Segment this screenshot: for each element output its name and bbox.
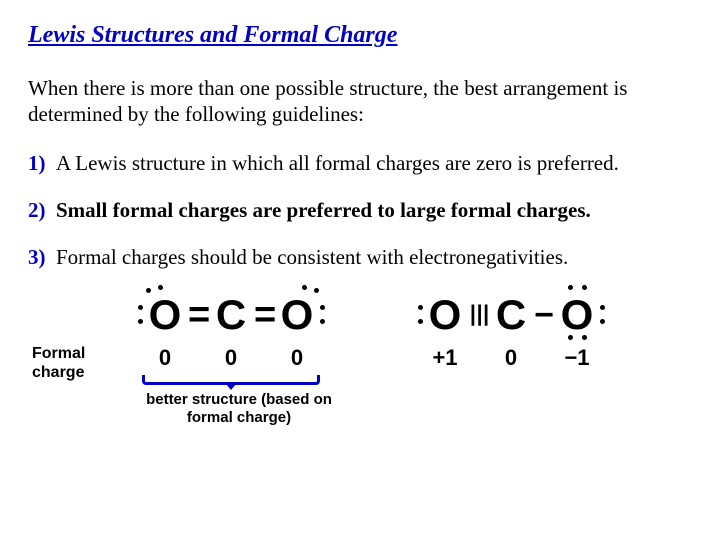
structure-left: O = C = O 0 0 0 [144, 291, 334, 427]
dot-icon [314, 288, 319, 293]
dot-icon [138, 319, 143, 324]
dot-icon [418, 319, 423, 324]
guideline-3-num: 3) [28, 245, 46, 269]
guideline-2: 2) Small formal charges are preferred to… [28, 197, 692, 224]
fc-label-line2: charge [32, 364, 84, 381]
guideline-1: 1) A Lewis structure in which all formal… [28, 150, 692, 177]
dot-icon [600, 305, 605, 310]
guideline-2-text: Small formal charges are preferred to la… [56, 198, 591, 222]
atom-O-left-2: O [276, 291, 318, 339]
intro-text: When there is more than one possible str… [28, 75, 692, 128]
guideline-1-num: 1) [28, 151, 46, 175]
atoms-left: O = C = O [144, 291, 334, 339]
structure-right: O ≡ C − O +1 0 −1 [424, 291, 624, 371]
guideline-3: 3) Formal charges should be consistent w… [28, 244, 692, 271]
guideline-2-num: 2) [28, 198, 46, 222]
atom-C-left: C [210, 291, 252, 339]
better-structure-label: better structure (based on formal charge… [144, 391, 334, 427]
dot-icon [600, 319, 605, 324]
fc-label-line1: Formal [32, 345, 85, 362]
charge-right-1: +1 [424, 345, 466, 371]
charge-left-2: 0 [210, 345, 252, 371]
dot-icon [582, 335, 587, 340]
dot-icon [418, 305, 423, 310]
dot-icon [568, 285, 573, 290]
charges-left: 0 0 0 [144, 345, 334, 371]
dot-icon [582, 285, 587, 290]
dot-icon [302, 285, 307, 290]
structures-row: Formal charge O = C = O [28, 291, 692, 427]
guideline-1-text: A Lewis structure in which all formal ch… [56, 151, 619, 175]
charge-left-3: 0 [276, 345, 318, 371]
charge-right-3: −1 [556, 345, 598, 371]
dot-icon [138, 305, 143, 310]
dot-icon [320, 305, 325, 310]
guideline-3-text: Formal charges should be consistent with… [56, 245, 568, 269]
bond-triple: ≡ [468, 294, 488, 336]
bond-double-2: = [254, 294, 274, 336]
atom-O-right-2: O [556, 291, 598, 339]
charge-left-1: 0 [144, 345, 186, 371]
formal-charge-label: Formal charge [32, 345, 104, 382]
atoms-right: O ≡ C − O [424, 291, 624, 339]
bond-double-1: = [188, 294, 208, 336]
atom-O-left-1: O [144, 291, 186, 339]
dot-icon [568, 335, 573, 340]
charges-right: +1 0 −1 [424, 345, 624, 371]
atom-C-right: C [490, 291, 532, 339]
dot-icon [158, 285, 163, 290]
bracket-icon [142, 375, 320, 385]
slide-title: Lewis Structures and Formal Charge [28, 22, 692, 49]
dot-icon [320, 319, 325, 324]
bond-single: − [534, 294, 554, 336]
charge-right-2: 0 [490, 345, 532, 371]
